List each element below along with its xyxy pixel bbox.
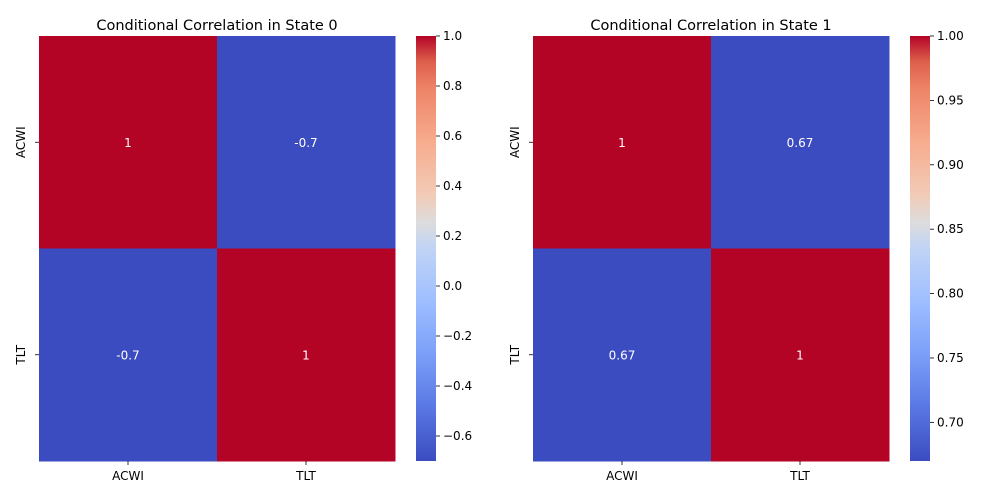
cell-value-label: 1 [302,348,310,362]
y-tick-label: ACWI [14,126,28,158]
heatmap-cell [711,248,890,462]
y-axis-ticks: ACWI TLT [14,126,39,366]
colorbar [910,36,930,461]
heatmap-cell [711,36,890,249]
cell-value-label: -0.7 [294,136,317,150]
colorbar-tick-label: 0.80 [937,287,964,301]
heatmap-cells: 1 -0.7 -0.7 1 [39,36,396,462]
x-axis-ticks: ACWI TLT [112,461,317,483]
chart-title: Conditional Correlation in State 0 [96,18,337,34]
colorbar-tick-label: 0.6 [443,129,462,143]
colorbar-tick-label: 0.2 [443,229,462,243]
heatmap-cell [217,248,396,462]
heatmap-cell [533,36,712,249]
colorbar-tick-label: −0.2 [443,329,472,343]
x-tick-label: ACWI [606,469,638,483]
chart-title: Conditional Correlation in State 1 [590,18,831,34]
colorbar [416,36,436,461]
heatmap-cell [39,36,218,249]
heatmap-cell [533,248,712,462]
colorbar-ticks: −0.6 −0.4 −0.2 0.0 0.2 0.4 0.6 0.8 1.0 [436,29,472,443]
cell-value-label: 1 [796,348,804,362]
colorbar-tick-label: 1.0 [443,29,462,43]
x-tick-label: TLT [295,469,316,483]
colorbar-tick-label: −0.4 [443,379,472,393]
cell-value-label: 1 [124,136,132,150]
colorbar-tick-label: 0.4 [443,179,462,193]
y-tick-label: ACWI [508,126,522,158]
y-tick-label: TLT [14,344,28,365]
heatmap-cells: 1 0.67 0.67 1 [533,36,890,462]
colorbar-tick-label: 0.90 [937,158,964,172]
cell-value-label: 0.67 [787,136,814,150]
colorbar-ticks: 0.70 0.75 0.80 0.85 0.90 0.95 1.00 [930,29,964,429]
cell-value-label: 1 [618,136,626,150]
x-axis-ticks: ACWI TLT [606,461,811,483]
cell-value-label: -0.7 [116,348,139,362]
colorbar-tick-label: 0.0 [443,279,462,293]
colorbar-tick-label: 0.8 [443,79,462,93]
y-axis-ticks: ACWI TLT [508,126,533,366]
heatmap-cell [217,36,396,249]
y-tick-label: TLT [508,344,522,365]
colorbar-tick-label: 0.75 [937,351,964,365]
heatmap-cell [39,248,218,462]
heatmap-panel-state-1: Conditional Correlation in State 1 1 0.67… [508,18,964,483]
colorbar-tick-label: 0.95 [937,93,964,107]
colorbar-tick-label: 1.00 [937,29,964,43]
colorbar-tick-label: −0.6 [443,429,472,443]
x-tick-label: ACWI [112,469,144,483]
cell-value-label: 0.67 [609,348,636,362]
colorbar-tick-label: 0.85 [937,222,964,236]
x-tick-label: TLT [789,469,810,483]
colorbar-tick-label: 0.70 [937,415,964,429]
heatmap-panel-state-0: Conditional Correlation in State 0 1 -0.7… [14,18,472,483]
